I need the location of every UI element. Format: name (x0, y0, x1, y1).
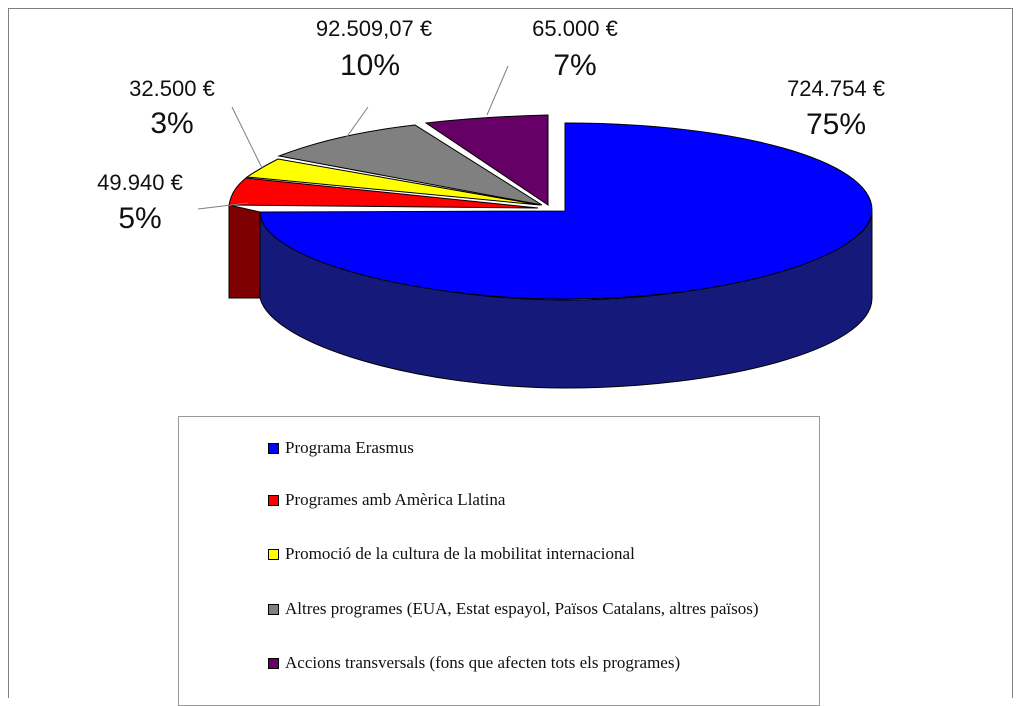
legend-item-america-llatina: Programes amb Amèrica Llatina (268, 490, 505, 510)
chart-frame (8, 8, 1013, 698)
percent-label-accions: 7% (553, 49, 596, 82)
percent-label-erasmus: 75% (806, 108, 866, 141)
pie-slice-altres (277, 124, 543, 206)
leader-line-america-llatina (197, 202, 249, 210)
leader-line-accions (486, 65, 509, 116)
leader-line-promocio (231, 106, 263, 169)
legend-label: Programa Erasmus (285, 438, 414, 457)
percent-label-promocio: 3% (150, 107, 193, 140)
legend-swatch (268, 603, 279, 615)
legend-item-accions: Accions transversals (fons que afecten t… (268, 653, 680, 673)
value-label-america-llatina: 49.940 € (97, 170, 183, 195)
legend-swatch (268, 442, 279, 454)
legend-item-altres: Altres programes (EUA, Estat espayol, Pa… (268, 599, 759, 619)
pie-slice-promocio (245, 158, 541, 206)
value-label-promocio: 32.500 € (129, 76, 215, 101)
legend-swatch (268, 657, 279, 669)
value-label-altres: 92.509,07 € (316, 16, 432, 41)
percent-label-america-llatina: 5% (118, 202, 161, 235)
pie-side-america-llatina (228, 204, 261, 299)
percent-label-altres: 10% (340, 49, 400, 82)
pie-slice-erasmus (259, 122, 873, 300)
legend-swatch (268, 548, 279, 560)
leader-line-altres (345, 106, 369, 139)
legend-label: Promoció de la cultura de la mobilitat i… (285, 544, 635, 563)
pie-chart: 724.754 € 75% 49.940 € 5% 32.500 € 3% 92.509,0… (97, 16, 885, 389)
legend-label: Altres programes (EUA, Estat espayol, Pa… (285, 599, 759, 618)
legend: Programa Erasmus Programes amb Amèrica L… (178, 416, 820, 706)
value-label-erasmus: 724.754 € (787, 76, 885, 101)
legend-label: Programes amb Amèrica Llatina (285, 490, 506, 509)
value-label-accions: 65.000 € (532, 16, 618, 41)
legend-swatch (268, 494, 279, 506)
legend-item-promocio: Promoció de la cultura de la mobilitat i… (268, 544, 635, 564)
pie-slice-accions (424, 114, 549, 206)
legend-label: Accions transversals (fons que afecten t… (285, 653, 681, 672)
legend-item-erasmus: Programa Erasmus (268, 438, 414, 458)
